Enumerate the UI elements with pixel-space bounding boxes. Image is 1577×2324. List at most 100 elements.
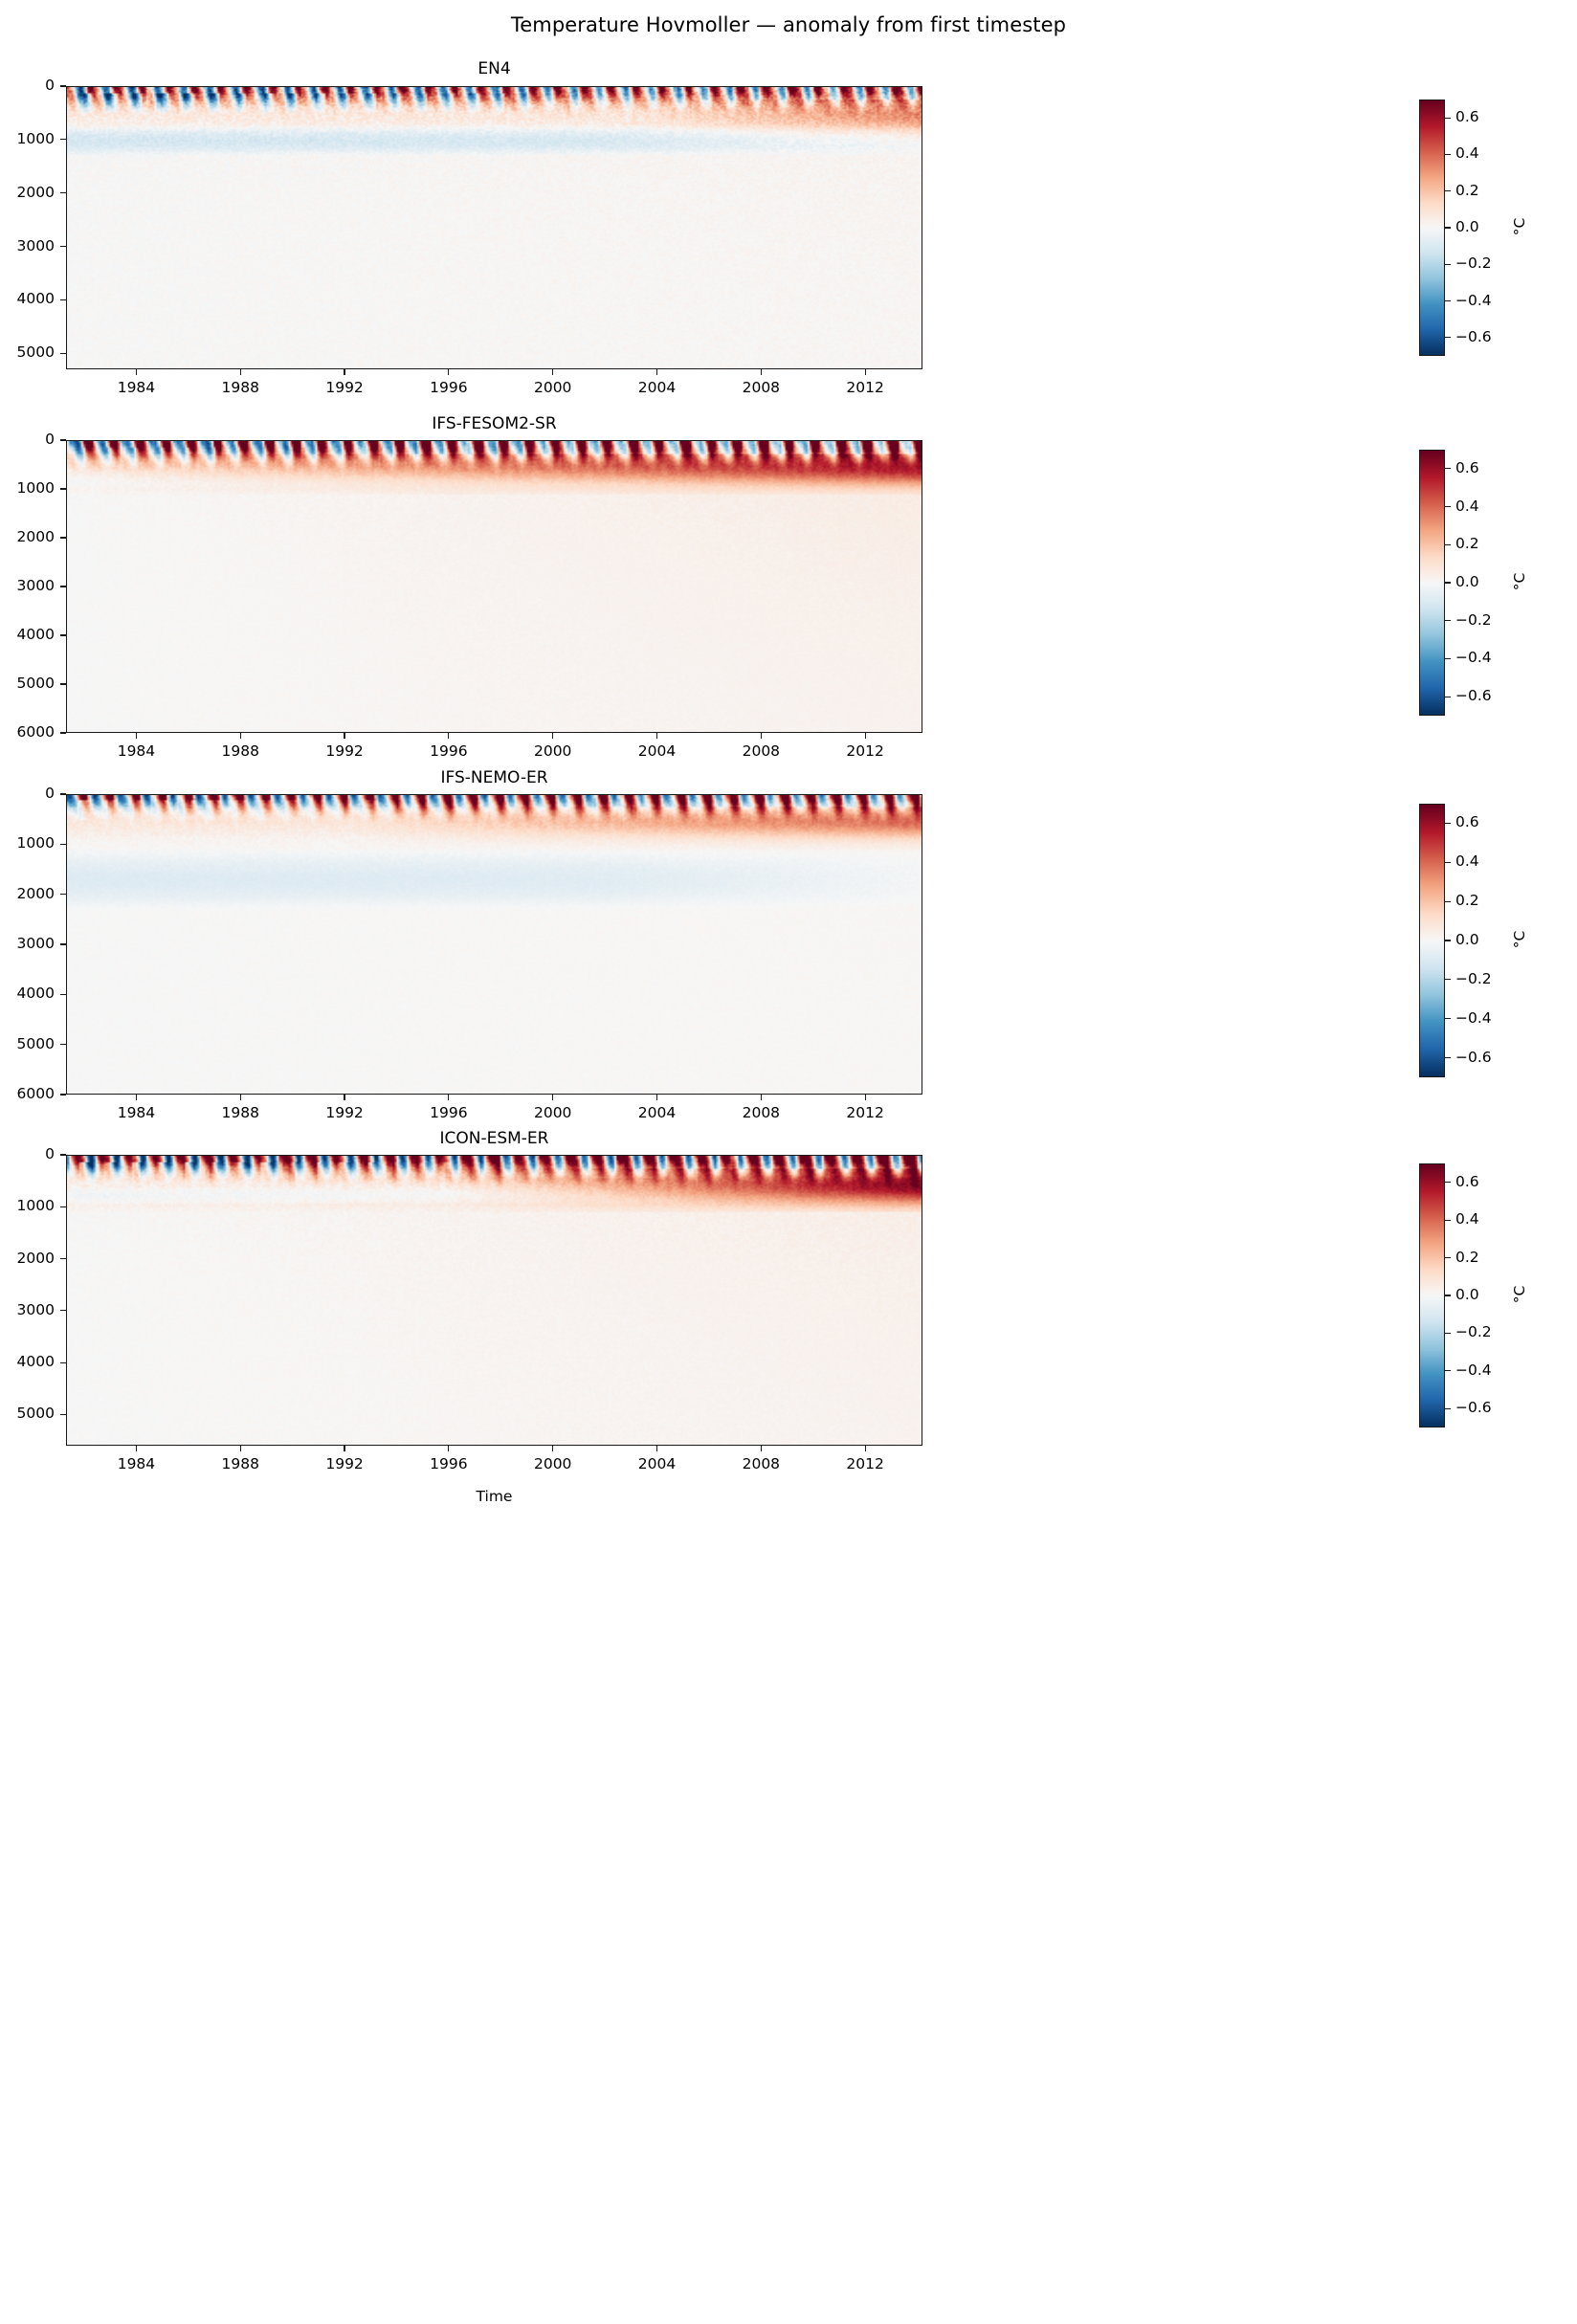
xtick-mark-0-5	[655, 369, 658, 375]
xtick-mark-3-7	[864, 1446, 866, 1451]
xtick-mark-1-0	[135, 733, 138, 739]
ytick-mark-0-1	[60, 139, 66, 141]
xtick-mark-2-7	[864, 1095, 866, 1100]
panel-title-1: IFS-FESOM2-SR	[432, 414, 557, 433]
xtick-label-1-6: 2008	[742, 742, 781, 760]
ytick-label-0-0: 0	[45, 77, 55, 94]
xtick-label-1-4: 2000	[533, 742, 572, 760]
ytick-label-2-3: 3000	[16, 935, 55, 952]
xtick-mark-2-6	[760, 1095, 762, 1100]
ytick-mark-1-0	[60, 439, 66, 441]
ytick-mark-3-3	[60, 1310, 66, 1312]
cbar-tick-label-3-1: 0.4	[1455, 1210, 1479, 1228]
xtick-label-2-4: 2000	[533, 1104, 572, 1121]
ytick-mark-0-2	[60, 192, 66, 194]
cbar-tick-mark-0-6	[1445, 337, 1451, 339]
cbar-tick-mark-0-0	[1445, 117, 1451, 119]
cbar-tick-mark-1-3	[1445, 582, 1451, 584]
xtick-label-2-6: 2008	[742, 1104, 781, 1121]
xtick-mark-0-3	[448, 369, 450, 375]
cbar-tick-label-2-6: −0.6	[1455, 1048, 1492, 1066]
ytick-label-1-2: 2000	[16, 528, 55, 545]
heatmap-axes-3	[66, 1155, 922, 1446]
xtick-mark-1-7	[864, 733, 866, 739]
heatmap-axes-2	[66, 794, 922, 1095]
colorbar-2	[1419, 804, 1445, 1077]
ytick-label-1-0: 0	[45, 431, 55, 448]
cbar-tick-label-1-1: 0.4	[1455, 497, 1479, 515]
ytick-mark-1-3	[60, 586, 66, 587]
ytick-label-0-3: 3000	[16, 236, 55, 255]
colorbar-gradient-0	[1420, 100, 1444, 355]
ytick-label-0-2: 2000	[16, 183, 55, 201]
cbar-tick-mark-2-3	[1445, 940, 1451, 941]
ytick-mark-0-3	[60, 245, 66, 248]
ytick-mark-2-3	[60, 943, 66, 945]
colorbar-unit-label-1: °C	[1511, 572, 1528, 591]
panel-title-2: IFS-NEMO-ER	[440, 768, 548, 787]
xtick-label-0-5: 2004	[637, 379, 677, 396]
xtick-mark-2-4	[552, 1095, 554, 1100]
ytick-label-3-3: 3000	[16, 1300, 55, 1318]
xtick-label-3-6: 2008	[742, 1455, 781, 1472]
cbar-tick-label-0-0: 0.6	[1455, 108, 1479, 126]
ytick-label-2-2: 2000	[16, 884, 55, 902]
cbar-tick-mark-2-4	[1445, 979, 1451, 981]
hovmoller-field-3	[67, 1156, 922, 1445]
colorbar-3	[1419, 1163, 1445, 1428]
ytick-label-1-6: 6000	[16, 723, 55, 741]
cbar-tick-label-2-0: 0.6	[1455, 813, 1479, 831]
ytick-mark-1-4	[60, 634, 66, 636]
cbar-tick-mark-0-2	[1445, 190, 1451, 192]
ytick-label-2-5: 5000	[16, 1034, 55, 1052]
panel-title-0: EN4	[478, 59, 511, 78]
xtick-mark-3-5	[655, 1446, 658, 1451]
cbar-tick-mark-0-1	[1445, 153, 1451, 156]
cbar-tick-mark-1-1	[1445, 505, 1451, 508]
cbar-tick-label-0-5: −0.4	[1455, 291, 1492, 309]
cbar-tick-label-2-3: 0.0	[1455, 931, 1479, 948]
xtick-mark-2-1	[239, 1095, 241, 1100]
ytick-mark-1-6	[60, 732, 66, 734]
xtick-label-1-2: 1992	[325, 742, 364, 760]
xtick-label-1-0: 1984	[117, 742, 156, 760]
heatmap-axes-1	[66, 440, 922, 733]
ytick-label-3-5: 5000	[16, 1405, 55, 1423]
xtick-mark-3-4	[552, 1446, 554, 1451]
cbar-tick-mark-2-0	[1445, 822, 1451, 825]
colorbar-unit-label-0: °C	[1511, 217, 1528, 236]
ytick-mark-1-1	[60, 488, 66, 490]
cbar-tick-label-0-4: −0.2	[1455, 255, 1492, 273]
cbar-tick-label-0-3: 0.0	[1455, 218, 1479, 235]
cbar-tick-mark-1-4	[1445, 620, 1451, 622]
ytick-label-1-3: 3000	[16, 577, 55, 594]
ytick-mark-3-1	[60, 1206, 66, 1207]
cbar-tick-mark-2-6	[1445, 1056, 1451, 1059]
cbar-tick-mark-3-4	[1445, 1332, 1451, 1335]
cbar-tick-label-2-5: −0.4	[1455, 1008, 1492, 1027]
xtick-label-3-2: 1992	[325, 1455, 364, 1472]
cbar-tick-mark-0-4	[1445, 263, 1451, 265]
cbar-tick-mark-2-1	[1445, 861, 1451, 863]
ytick-mark-3-2	[60, 1257, 66, 1260]
cbar-tick-mark-3-2	[1445, 1256, 1451, 1259]
cbar-tick-label-3-2: 0.2	[1455, 1248, 1479, 1266]
panel-title-3: ICON-ESM-ER	[439, 1129, 549, 1148]
ytick-label-0-1: 1000	[16, 129, 55, 147]
cbar-tick-mark-0-5	[1445, 299, 1451, 302]
cbar-tick-label-2-1: 0.4	[1455, 852, 1479, 871]
cbar-tick-mark-3-6	[1445, 1407, 1451, 1409]
ytick-mark-2-4	[60, 993, 66, 995]
colorbar-unit-label-3: °C	[1511, 1285, 1528, 1304]
cbar-tick-label-3-3: 0.0	[1455, 1286, 1479, 1303]
xtick-mark-3-6	[760, 1446, 762, 1451]
colorbar-gradient-2	[1420, 805, 1444, 1076]
cbar-tick-label-1-3: 0.0	[1455, 573, 1479, 590]
ytick-label-2-4: 4000	[16, 985, 55, 1003]
cbar-tick-label-1-0: 0.6	[1455, 458, 1479, 476]
xtick-mark-1-5	[655, 733, 658, 739]
ytick-label-3-1: 1000	[16, 1197, 55, 1215]
xtick-label-2-3: 1996	[430, 1104, 468, 1121]
ytick-label-0-5: 5000	[16, 343, 55, 362]
